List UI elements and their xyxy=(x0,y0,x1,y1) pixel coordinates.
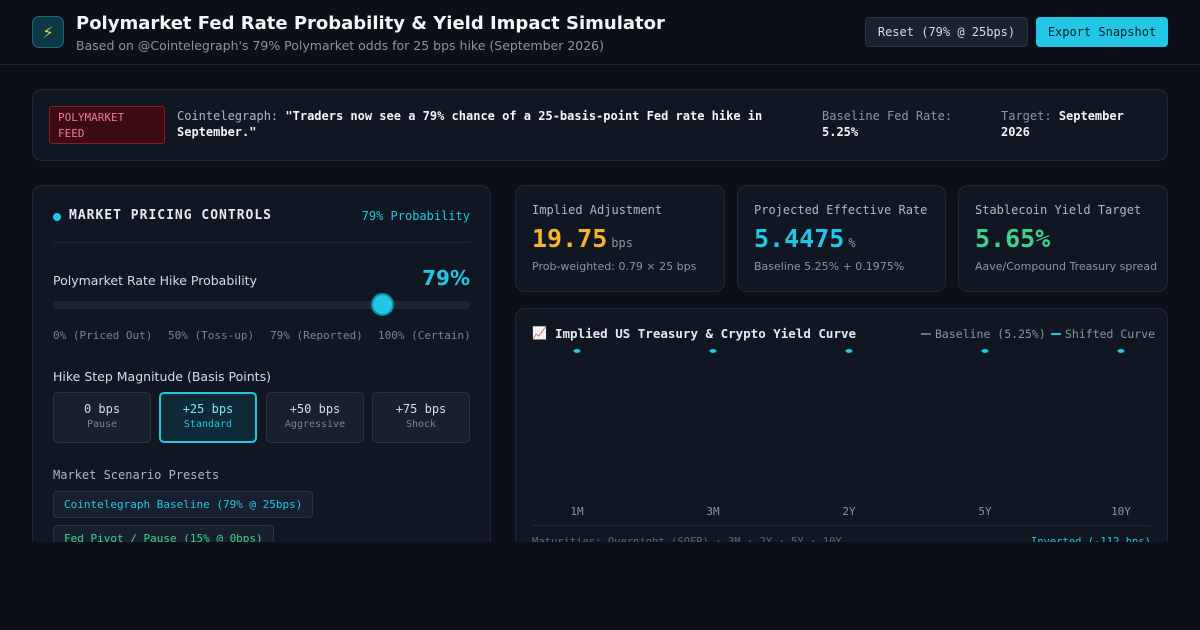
projected-value: 5.4475 xyxy=(754,224,845,253)
step-button-50bps[interactable]: +50 bps Aggressive xyxy=(266,392,364,443)
x-tick-label: 3M xyxy=(706,505,720,518)
x-tick-label: 2Y xyxy=(842,505,856,518)
feed-quote: Cointelegraph: "Traders now see a 79% ch… xyxy=(177,108,797,140)
controls-title: MARKET PRICING CONTROLS xyxy=(69,208,273,223)
chart-footer-divider xyxy=(532,525,1151,526)
probability-slider-handle[interactable] xyxy=(371,293,395,316)
projected-unit: % xyxy=(848,236,856,250)
slider-value: 79% xyxy=(422,266,470,290)
step-value: 0 bps xyxy=(83,402,121,416)
slider-tick-label: 50% (Toss-up) xyxy=(168,329,255,342)
stat-label: Implied Adjustment xyxy=(532,203,663,217)
legend-swatch xyxy=(1051,333,1061,335)
reset-button[interactable]: Reset (79% @ 25bps) xyxy=(865,17,1028,47)
x-tick-label: 1M xyxy=(570,505,584,518)
step-button-25bps[interactable]: +25 bps Standard xyxy=(159,392,257,443)
chart-title: Implied US Treasury & Crypto Yield Curve xyxy=(555,326,857,341)
lightning-icon: ⚡ xyxy=(32,16,64,48)
implied-value: 19.75 xyxy=(532,224,608,253)
hike-step-label: Hike Step Magnitude (Basis Points) xyxy=(53,369,271,384)
step-button-75bps[interactable]: +75 bps Shock xyxy=(372,392,470,443)
x-tick-label: 10Y xyxy=(1111,505,1131,518)
preset-cointelegraph-baseline[interactable]: Cointelegraph Baseline (79% @ 25bps) xyxy=(53,491,314,518)
baseline-rate-value: 5.25% xyxy=(822,125,859,139)
legend-baseline-label: Baseline (5.25%) xyxy=(935,327,1046,341)
step-caption: Pause xyxy=(86,419,118,430)
implied-unit: bps xyxy=(611,236,633,250)
step-value: +50 bps xyxy=(289,402,341,416)
shifted-curve-point[interactable] xyxy=(709,349,717,353)
step-value: +25 bps xyxy=(182,402,234,416)
market-pricing-controls-panel: MARKET PRICING CONTROLS 79% Probability … xyxy=(32,185,491,555)
baseline-fed-rate: Baseline Fed Rate: 5.25% xyxy=(822,108,952,140)
polymarket-feed-badge: POLYMARKET FEED xyxy=(49,106,165,144)
projected-effective-rate-card: Projected Effective Rate 5.4475% Baselin… xyxy=(737,185,946,292)
legend-swatch xyxy=(921,333,931,335)
app-header: ⚡ Polymarket Fed Rate Probability & Yiel… xyxy=(0,0,1200,65)
stat-note: Baseline 5.25% + 0.1975% xyxy=(754,260,905,273)
presets-label: Market Scenario Presets xyxy=(53,468,220,482)
feed-source: Cointelegraph: xyxy=(177,109,279,123)
legend-shifted-label: Shifted Curve xyxy=(1065,327,1156,341)
stat-value: 19.75 bps xyxy=(532,224,633,253)
slider-tick-label: 79% (Reported) xyxy=(270,329,363,342)
page-title: Polymarket Fed Rate Probability & Yield … xyxy=(76,13,665,34)
step-caption: Standard xyxy=(183,419,233,430)
polymarket-feed-bar: POLYMARKET FEED Cointelegraph: "Traders … xyxy=(32,89,1168,161)
yield-curve-chart-panel: 1M 3M 2Y 5Y 10Y 📈 Implied US Treasury & Cryp… xyxy=(515,308,1168,558)
step-button-0bps[interactable]: 0 bps Pause xyxy=(53,392,151,443)
implied-adjustment-card: Implied Adjustment 19.75 bps Prob-weighte… xyxy=(515,185,725,292)
legend-baseline: Baseline (5.25%) xyxy=(921,327,1046,341)
step-value: +75 bps xyxy=(395,402,447,416)
slider-tick-label: 0% (Priced Out) xyxy=(53,329,153,342)
stat-value: 5.4475% xyxy=(754,224,856,253)
slider-label: Polymarket Rate Hike Probability xyxy=(53,273,257,288)
export-snapshot-button[interactable]: Export Snapshot xyxy=(1036,17,1168,47)
yield-curve-chart: 1M 3M 2Y 5Y 10Y xyxy=(570,349,1131,518)
shifted-curve-point[interactable] xyxy=(845,349,853,353)
status-dot-icon xyxy=(53,213,61,221)
shifted-curve-point[interactable] xyxy=(981,349,989,353)
page-subtitle: Based on @Cointelegraph's 79% Polymarket… xyxy=(76,38,605,53)
probability-slider-track[interactable] xyxy=(53,301,470,309)
slider-tick-label: 100% (Certain) xyxy=(378,329,471,342)
target-value: September 2026 xyxy=(1001,109,1124,139)
target-label: Target: xyxy=(1001,109,1052,123)
step-caption: Aggressive xyxy=(284,419,346,430)
shifted-curve-point[interactable] xyxy=(1117,349,1125,353)
stat-value: 5.65% xyxy=(975,224,1050,253)
chart-increasing-icon: 📈 xyxy=(532,326,547,340)
stablecoin-yield-target-card: Stablecoin Yield Target 5.65% Aave/Compo… xyxy=(958,185,1168,292)
stat-label: Projected Effective Rate xyxy=(754,203,928,217)
feed-quote-text: "Traders now see a 79% chance of a 25-ba… xyxy=(177,109,763,139)
shifted-curve-point[interactable] xyxy=(573,349,581,353)
target-date: Target: September 2026 xyxy=(1001,108,1151,140)
stat-label: Stablecoin Yield Target xyxy=(975,203,1142,217)
x-tick-label: 5Y xyxy=(978,505,992,518)
stat-note: Prob-weighted: 0.79 × 25 bps xyxy=(532,260,697,273)
legend-shifted: Shifted Curve xyxy=(1051,327,1155,341)
baseline-rate-label: Baseline Fed Rate: xyxy=(822,109,953,123)
probability-tag: 79% Probability xyxy=(361,209,470,223)
stablecoin-value: 5.65% xyxy=(975,224,1051,253)
stat-note: Aave/Compound Treasury spread xyxy=(975,260,1158,273)
step-caption: Shock xyxy=(405,419,437,430)
page-bottom-area xyxy=(0,542,1200,630)
divider xyxy=(53,242,470,243)
